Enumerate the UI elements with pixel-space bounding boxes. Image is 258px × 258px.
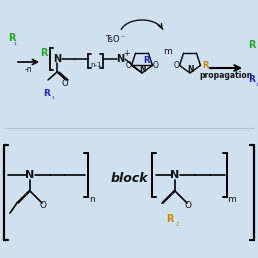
Text: R: R [202,61,209,70]
Text: ₁: ₁ [151,62,154,67]
Text: R: R [40,48,48,58]
Text: O: O [39,201,46,211]
Text: R: R [8,33,15,43]
Text: O: O [126,61,132,70]
Text: N: N [139,66,145,75]
Text: N: N [187,66,193,75]
Text: n-1: n-1 [90,62,102,68]
Text: -n: -n [24,66,32,75]
Text: block: block [110,172,148,184]
Text: N: N [170,170,180,180]
Text: N: N [53,54,61,64]
Text: ₂: ₂ [175,219,179,228]
Text: R: R [248,40,256,50]
Text: m: m [227,196,235,205]
Text: n: n [89,196,95,205]
Text: ₁: ₁ [52,94,54,100]
Text: m: m [164,47,172,57]
Text: O: O [62,78,68,87]
Text: ₁: ₁ [14,40,17,46]
Text: R: R [143,56,150,64]
Text: propagation: propagation [199,71,253,80]
Text: O: O [184,201,191,211]
Text: N: N [25,170,35,180]
Text: R: R [166,214,174,224]
Text: R: R [248,76,255,85]
Text: ₂: ₂ [210,66,213,71]
Text: O: O [174,61,180,70]
Text: +: + [123,50,129,59]
Text: O: O [152,61,158,70]
Text: TsO: TsO [105,36,119,44]
Text: R: R [44,88,50,98]
Text: ⁻: ⁻ [121,34,125,43]
Text: N: N [116,54,124,64]
Text: ₁: ₁ [256,81,258,87]
